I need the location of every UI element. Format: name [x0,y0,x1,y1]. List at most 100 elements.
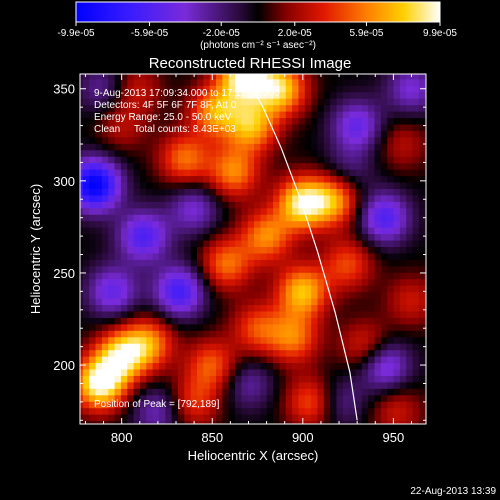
heatmap-cell [165,194,173,202]
heatmap-cell [273,78,281,86]
heatmap-cell [158,285,166,293]
heatmap-cell [241,156,249,164]
heatmap-cell [393,407,401,415]
heatmap-cell [216,304,223,312]
heatmap-cell [101,233,109,241]
heatmap-cell [418,156,426,164]
heatmap-cell [190,368,198,376]
heatmap-cell [361,356,369,364]
heatmap-cell [380,78,388,86]
heatmap-cell [171,111,179,119]
heatmap-cell [127,265,135,273]
heatmap-cell [139,181,147,189]
heatmap-cell [158,143,166,151]
heatmap-cell [247,207,255,215]
heatmap-cell [399,297,407,306]
heatmap-cell [108,188,116,196]
heatmap-cell [108,104,116,112]
heatmap-cell [127,362,135,370]
heatmap-cell [292,246,300,254]
heatmap-cell [222,362,230,370]
heatmap-cell [95,233,103,241]
heatmap-cell [349,220,357,228]
heatmap-cell [254,304,261,312]
heatmap-cell [247,85,255,93]
heatmap-cell [196,78,204,86]
heatmap-cell [254,169,261,177]
heatmap-cell [279,381,287,389]
heatmap-cell [355,149,363,157]
heatmap-cell [127,91,135,99]
heatmap-cell [412,323,420,331]
heatmap-cell [80,278,84,286]
heatmap-cell [133,394,141,402]
heatmap-cell [355,98,363,106]
heatmap-cell [203,233,211,241]
heatmap-cell [235,91,242,99]
heatmap-cell [171,214,179,222]
heatmap-cell [146,227,154,235]
heatmap-cell [368,162,376,170]
heatmap-cell [349,91,357,99]
heatmap-cell [273,130,281,138]
heatmap-cell [184,420,192,424]
annotation-time-range: 9-Aug-2013 17:09:34.000 to 17:15:34.000 [94,88,280,99]
heatmap-cell [235,143,242,151]
heatmap-cell [387,169,395,177]
heatmap-cell [152,401,160,409]
annotation-energy-range: Energy Range: 25.0 - 50.0 keV [94,112,232,123]
heatmap-cell [361,214,369,222]
heatmap-cell [355,420,363,424]
heatmap-cell [209,317,217,325]
heatmap-cell [418,227,426,235]
heatmap-cell [222,233,230,241]
heatmap-cell [235,175,242,183]
heatmap-cell [279,85,287,93]
heatmap-cell [82,201,90,209]
heatmap-cell [196,85,204,93]
heatmap-cell [330,368,338,376]
heatmap-cell [101,117,109,125]
heatmap-cell [235,156,242,164]
heatmap-cell [158,111,166,119]
heatmap-cell [114,252,122,260]
heatmap-cell [247,420,255,424]
heatmap-cell [184,297,192,306]
heatmap-cell [82,111,90,119]
heatmap-cell [387,317,395,325]
heatmap-cell [399,156,407,164]
heatmap-cell [361,233,369,241]
heatmap-cell [196,356,204,364]
heatmap-cell [368,278,376,286]
heatmap-cell [349,123,357,131]
heatmap-cell [285,252,293,260]
heatmap-cell [95,310,103,318]
colorbar-tick-label: 2.0e-05 [278,28,312,39]
heatmap-cell [412,265,420,273]
heatmap-cell [139,362,147,370]
heatmap-cell [254,98,261,106]
heatmap-cell [393,169,401,177]
heatmap-cell [82,330,90,338]
heatmap-cell [165,136,173,144]
heatmap-cell [101,78,109,86]
heatmap-cell [235,117,242,125]
heatmap-cell [228,375,236,383]
heatmap-cell [361,149,369,157]
heatmap-cell [101,220,109,228]
heatmap-cell [101,252,109,260]
heatmap-cell [171,349,179,357]
heatmap-cell [368,297,376,306]
heatmap-cell [247,156,255,164]
heatmap-cell [177,414,185,422]
heatmap-cell [342,330,350,338]
heatmap-cell [89,78,97,86]
heatmap-cell [108,323,116,331]
heatmap-cell [260,169,268,177]
heatmap-cell [399,227,407,235]
heatmap-cell [361,336,369,344]
heatmap-cell [127,414,135,422]
heatmap-cell [108,220,116,228]
heatmap-cell [95,362,103,370]
heatmap-cell [120,123,128,131]
